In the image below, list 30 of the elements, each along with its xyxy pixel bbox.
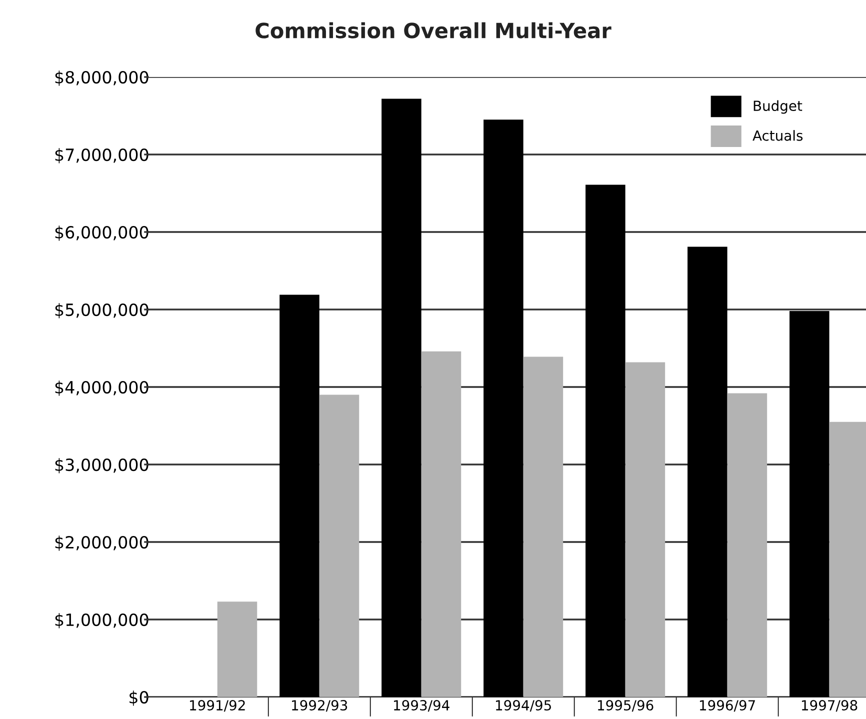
y-tick-label: $6,000,000: [55, 226, 148, 241]
bar: [382, 98, 422, 697]
y-tick-label: $7,000,000: [55, 148, 148, 164]
bar: [625, 362, 666, 697]
bar: [688, 246, 728, 697]
bar: [280, 294, 320, 697]
bar: [217, 602, 258, 697]
x-tick-label: 1995/96: [598, 700, 654, 712]
bar: [421, 351, 462, 697]
y-tick-label: $0: [130, 690, 148, 706]
bar: [523, 356, 564, 697]
bar: [727, 393, 768, 697]
chart-title: Commission Overall Multi-Year: [256, 22, 612, 38]
bar: [319, 394, 360, 697]
legend-label: Budget: [754, 100, 802, 114]
x-tick-label: 1993/94: [394, 700, 450, 712]
y-tick-label: $2,000,000: [55, 536, 148, 551]
x-tick-label: 1994/95: [496, 700, 551, 712]
bar: [484, 120, 524, 697]
x-tick-label: 1992/93: [292, 700, 348, 712]
y-tick-label: $3,000,000: [55, 458, 148, 474]
y-tick-label: $8,000,000: [55, 70, 148, 86]
bar: [586, 184, 626, 697]
legend-label: Actuals: [752, 130, 803, 141]
x-tick-label: 1996/97: [700, 700, 755, 712]
x-tick-label: 1991/92: [190, 700, 245, 712]
y-tick-label: $5,000,000: [55, 303, 148, 318]
x-tick-label: 1997/98: [802, 700, 858, 712]
y-tick-label: $1,000,000: [55, 613, 148, 628]
y-tick-label: $4,000,000: [55, 380, 148, 396]
